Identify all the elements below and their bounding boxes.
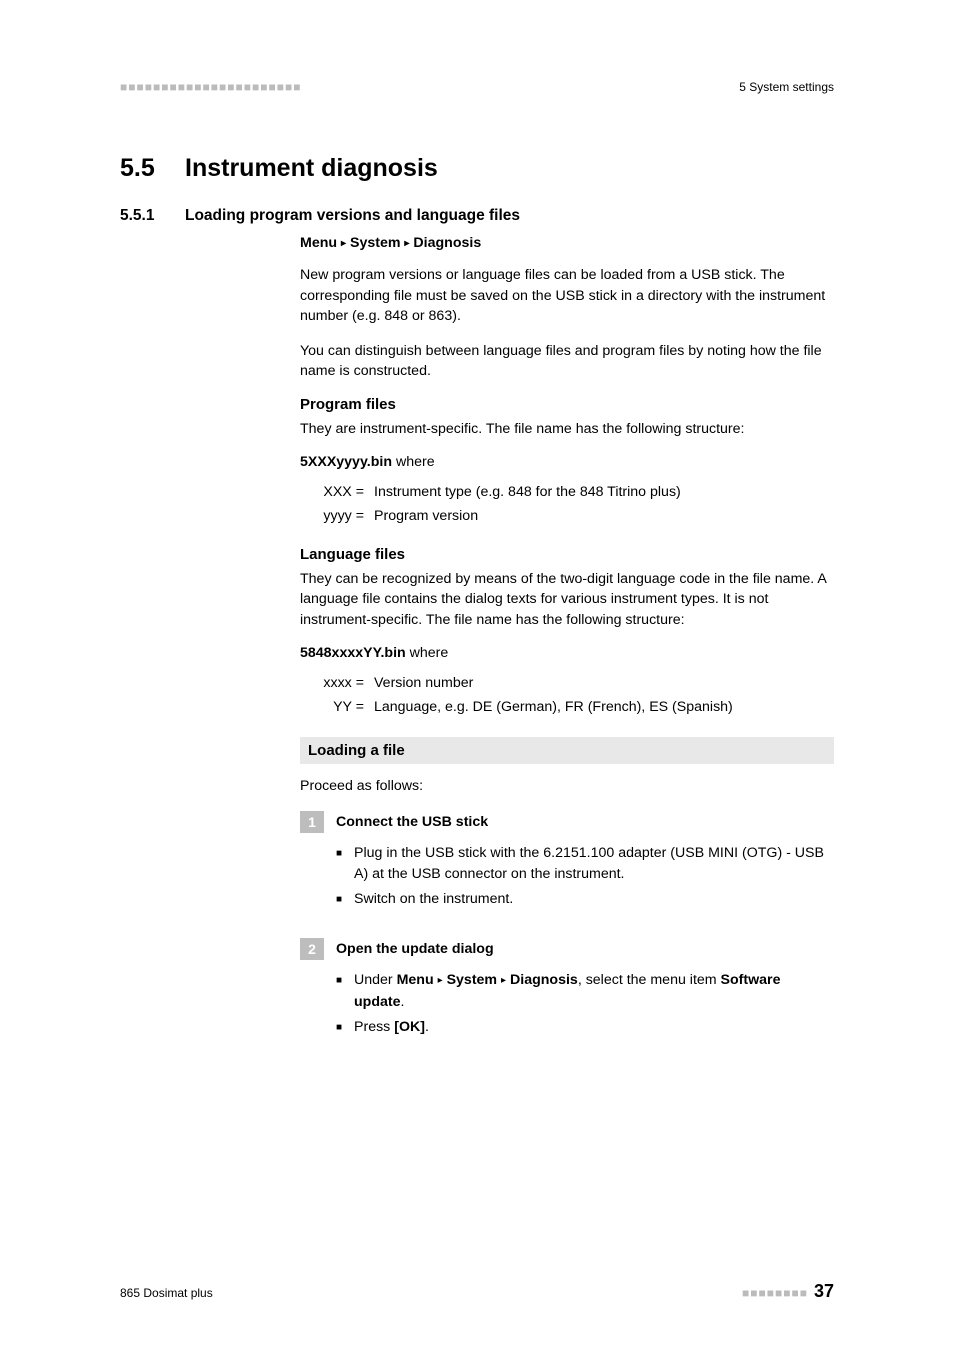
bullet-icon: ■ bbox=[336, 843, 354, 886]
bullet-list: ■ Under Menu ▸ System ▸ Diagnosis, selec… bbox=[336, 970, 834, 1038]
filename-bold: 5848xxxxYY.bin bbox=[300, 645, 406, 661]
paragraph: Proceed as follows: bbox=[300, 776, 834, 797]
definition-row: YY = Language, e.g. DE (German), FR (Fre… bbox=[318, 695, 834, 719]
definition-value: Program version bbox=[374, 504, 834, 528]
definition-key: YY = bbox=[318, 695, 374, 719]
section-heading: 5.5 Instrument diagnosis bbox=[120, 154, 834, 183]
section-number: 5.5 bbox=[120, 154, 185, 183]
definition-row: xxxx = Version number bbox=[318, 671, 834, 695]
chevron-right-icon: ▸ bbox=[438, 975, 443, 986]
page-number: 37 bbox=[814, 1281, 834, 1302]
definition-key: XXX = bbox=[318, 480, 374, 504]
header-dots: ■■■■■■■■■■■■■■■■■■■■■■ bbox=[120, 80, 301, 94]
step-number-badge: 2 bbox=[300, 938, 324, 960]
heading-language-files: Language files bbox=[300, 546, 834, 563]
paragraph: They can be recognized by means of the t… bbox=[300, 569, 834, 631]
filename-pattern: 5848xxxxYY.bin where bbox=[300, 645, 834, 661]
definition-value: Language, e.g. DE (German), FR (French),… bbox=[374, 695, 834, 719]
list-item: ■ Switch on the instrument. bbox=[336, 889, 834, 910]
subsection-heading: 5.5.1 Loading program versions and langu… bbox=[120, 207, 834, 225]
bullet-text: Press [OK]. bbox=[354, 1017, 834, 1038]
subsection-title: Loading program versions and language fi… bbox=[185, 207, 520, 225]
definition-key: yyyy = bbox=[318, 504, 374, 528]
paragraph: They are instrument-specific. The file n… bbox=[300, 419, 834, 440]
chevron-right-icon: ▸ bbox=[501, 975, 506, 986]
definition-value: Version number bbox=[374, 671, 834, 695]
page-footer: 865 Dosimat plus ■■■■■■■■ 37 bbox=[120, 1281, 834, 1302]
heading-program-files: Program files bbox=[300, 396, 834, 413]
list-item: ■ Press [OK]. bbox=[336, 1017, 834, 1038]
list-item: ■ Under Menu ▸ System ▸ Diagnosis, selec… bbox=[336, 970, 834, 1013]
step-title: Connect the USB stick bbox=[336, 814, 488, 830]
footer-product: 865 Dosimat plus bbox=[120, 1286, 213, 1300]
step-1: 1 Connect the USB stick ■ Plug in the US… bbox=[300, 811, 834, 911]
step-2: 2 Open the update dialog ■ Under Menu ▸ … bbox=[300, 938, 834, 1038]
breadcrumb-item: Diagnosis bbox=[413, 235, 481, 251]
bullet-text: Plug in the USB stick with the 6.2151.10… bbox=[354, 843, 834, 886]
breadcrumb-item: Menu bbox=[300, 235, 337, 251]
definition-key: xxxx = bbox=[318, 671, 374, 695]
header-chapter: 5 System settings bbox=[739, 80, 834, 94]
filename-bold: 5XXXyyyy.bin bbox=[300, 454, 392, 470]
footer-dots: ■■■■■■■■ bbox=[742, 1286, 808, 1300]
definition-value: Instrument type (e.g. 848 for the 848 Ti… bbox=[374, 480, 834, 504]
filename-where: where bbox=[406, 645, 449, 661]
content-area: Menu ▸ System ▸ Diagnosis New program ve… bbox=[300, 235, 834, 1038]
bullet-icon: ■ bbox=[336, 889, 354, 910]
step-header: 2 Open the update dialog bbox=[300, 938, 834, 960]
bullet-icon: ■ bbox=[336, 1017, 354, 1038]
definition-table: XXX = Instrument type (e.g. 848 for the … bbox=[318, 480, 834, 528]
paragraph: You can distinguish between language fil… bbox=[300, 341, 834, 382]
paragraph: New program versions or language files c… bbox=[300, 265, 834, 327]
step-header: 1 Connect the USB stick bbox=[300, 811, 834, 833]
heading-loading-file: Loading a file bbox=[300, 737, 834, 764]
definition-row: XXX = Instrument type (e.g. 848 for the … bbox=[318, 480, 834, 504]
breadcrumb-item: System bbox=[350, 235, 400, 251]
step-title: Open the update dialog bbox=[336, 941, 494, 957]
bullet-icon: ■ bbox=[336, 970, 354, 1013]
definition-row: yyyy = Program version bbox=[318, 504, 834, 528]
chevron-right-icon: ▸ bbox=[404, 238, 409, 249]
page-header: ■■■■■■■■■■■■■■■■■■■■■■ 5 System settings bbox=[120, 80, 834, 94]
definition-table: xxxx = Version number YY = Language, e.g… bbox=[318, 671, 834, 719]
filename-pattern: 5XXXyyyy.bin where bbox=[300, 454, 834, 470]
bullet-list: ■ Plug in the USB stick with the 6.2151.… bbox=[336, 843, 834, 911]
bullet-text: Switch on the instrument. bbox=[354, 889, 834, 910]
breadcrumb: Menu ▸ System ▸ Diagnosis bbox=[300, 235, 834, 251]
chevron-right-icon: ▸ bbox=[341, 238, 346, 249]
step-number-badge: 1 bbox=[300, 811, 324, 833]
filename-where: where bbox=[392, 454, 435, 470]
bullet-text: Under Menu ▸ System ▸ Diagnosis, select … bbox=[354, 970, 834, 1013]
subsection-number: 5.5.1 bbox=[120, 207, 185, 225]
section-title: Instrument diagnosis bbox=[185, 154, 438, 183]
list-item: ■ Plug in the USB stick with the 6.2151.… bbox=[336, 843, 834, 886]
